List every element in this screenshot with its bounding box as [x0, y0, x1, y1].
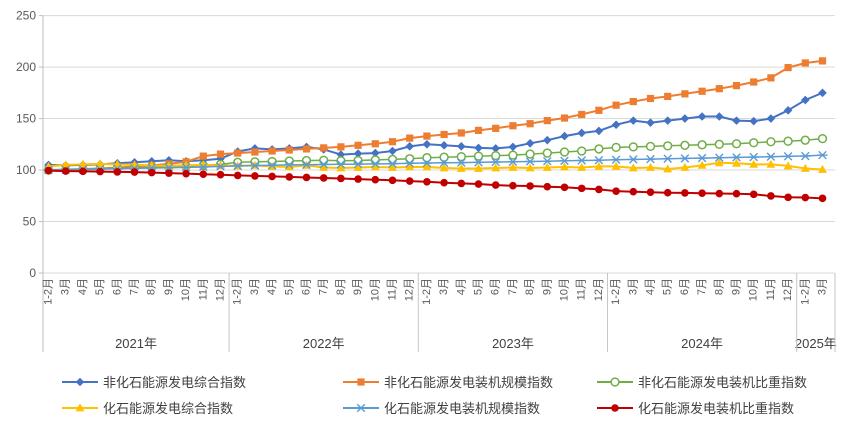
- svg-text:6月: 6月: [490, 278, 502, 295]
- svg-text:4月: 4月: [266, 278, 278, 295]
- svg-text:1-2月: 1-2月: [610, 278, 622, 305]
- svg-text:9月: 9月: [163, 278, 175, 295]
- y-axis-labels: 0 50 100 150 200 250: [16, 9, 36, 280]
- series-line-3: [48, 161, 823, 171]
- svg-text:7月: 7月: [318, 278, 330, 295]
- svg-text:3月: 3月: [438, 278, 450, 295]
- svg-text:5月: 5月: [473, 278, 485, 295]
- legend-item-3[interactable]: 化石能源发电综合指数: [62, 398, 343, 417]
- svg-text:1-2月: 1-2月: [799, 278, 811, 305]
- series-1: [44, 57, 827, 174]
- svg-text:8月: 8月: [146, 278, 158, 295]
- svg-text:3月: 3月: [817, 278, 829, 295]
- open-circle-marker-icon: [597, 376, 633, 387]
- svg-text:2025年: 2025年: [795, 336, 837, 351]
- svg-text:7月: 7月: [129, 278, 141, 295]
- chart-legend: 非化石能源发电综合指数 非化石能源发电装机规模指数 非化石能源发电装机比重指数 …: [62, 372, 832, 417]
- x-axis-month-labels: 1-2月 3月 4月 5月 6月 7月 8月 9月 10月 11月 12月 1-2月 3月 4月 5月 6月 7…: [43, 278, 829, 305]
- svg-text:7月: 7月: [696, 278, 708, 295]
- svg-text:11月: 11月: [197, 278, 209, 300]
- legend-item-2[interactable]: 非化石能源发电装机比重指数: [597, 372, 832, 391]
- legend-item-4[interactable]: 化石能源发电装机规模指数: [343, 398, 597, 417]
- svg-text:100: 100: [16, 163, 36, 177]
- legend-item-0[interactable]: 非化石能源发电综合指数: [62, 372, 343, 391]
- x-axis-year-labels: 2021年 2022年 2023年 2024年 2025年: [115, 336, 837, 351]
- svg-text:8月: 8月: [713, 278, 725, 295]
- gridlines: [39, 15, 835, 274]
- svg-text:2024年: 2024年: [681, 336, 723, 351]
- svg-text:6月: 6月: [301, 278, 313, 295]
- svg-text:5月: 5月: [662, 278, 674, 295]
- svg-text:4月: 4月: [645, 278, 657, 295]
- svg-text:10月: 10月: [180, 278, 192, 301]
- svg-text:11月: 11月: [387, 278, 399, 300]
- svg-text:4月: 4月: [455, 278, 467, 295]
- svg-text:12月: 12月: [404, 278, 416, 301]
- svg-text:12月: 12月: [593, 278, 605, 301]
- legend-label: 非化石能源发电综合指数: [103, 375, 247, 390]
- svg-text:200: 200: [16, 60, 36, 74]
- svg-text:10月: 10月: [748, 278, 760, 301]
- svg-text:9月: 9月: [352, 278, 364, 295]
- svg-text:11月: 11月: [765, 278, 777, 300]
- legend-label: 化石能源发电综合指数: [103, 401, 234, 416]
- series-line-4: [48, 154, 823, 171]
- svg-text:9月: 9月: [731, 278, 743, 295]
- filled-circle-marker-icon: [597, 403, 633, 412]
- svg-text:6月: 6月: [679, 278, 691, 295]
- svg-text:12月: 12月: [215, 278, 227, 301]
- svg-text:3月: 3月: [627, 278, 639, 295]
- svg-text:0: 0: [29, 266, 36, 280]
- legend-label: 化石能源发电装机比重指数: [638, 401, 795, 416]
- svg-text:7月: 7月: [507, 278, 519, 295]
- svg-text:1-2月: 1-2月: [421, 278, 433, 305]
- triangle-marker-icon: [62, 402, 98, 411]
- svg-text:5月: 5月: [94, 278, 106, 295]
- svg-text:6月: 6月: [111, 278, 123, 295]
- svg-text:3月: 3月: [60, 278, 72, 295]
- series-line-5: [48, 169, 823, 200]
- svg-text:2023年: 2023年: [492, 336, 534, 351]
- svg-text:1-2月: 1-2月: [232, 278, 244, 305]
- svg-text:12月: 12月: [782, 278, 794, 301]
- legend-label: 非化石能源发电装机比重指数: [638, 375, 808, 390]
- svg-text:10月: 10月: [369, 278, 381, 301]
- diamond-marker-icon: [62, 377, 98, 386]
- svg-text:2021年: 2021年: [115, 336, 157, 351]
- series-line-1: [48, 59, 823, 171]
- legend-item-5[interactable]: 化石能源发电装机比重指数: [597, 398, 832, 417]
- year-separators: [228, 273, 836, 352]
- series-5: [44, 166, 827, 203]
- svg-text:1-2月: 1-2月: [43, 278, 55, 305]
- svg-text:250: 250: [16, 9, 36, 23]
- svg-text:2022年: 2022年: [303, 336, 345, 351]
- legend-label: 化石能源发电装机规模指数: [384, 401, 541, 416]
- svg-text:11月: 11月: [576, 278, 588, 300]
- svg-text:8月: 8月: [335, 278, 347, 295]
- svg-text:150: 150: [16, 112, 36, 126]
- square-marker-icon: [343, 377, 379, 386]
- legend-item-1[interactable]: 非化石能源发电装机规模指数: [343, 372, 597, 391]
- svg-text:4月: 4月: [77, 278, 89, 295]
- svg-text:3月: 3月: [249, 278, 261, 295]
- svg-text:8月: 8月: [524, 278, 536, 295]
- series-line-0: [48, 91, 823, 167]
- svg-text:50: 50: [23, 215, 37, 229]
- svg-text:10月: 10月: [559, 278, 571, 301]
- asterisk-marker-icon: [343, 403, 379, 412]
- svg-text:9月: 9月: [541, 278, 553, 295]
- svg-text:5月: 5月: [283, 278, 295, 295]
- legend-label: 非化石能源发电装机规模指数: [384, 375, 554, 390]
